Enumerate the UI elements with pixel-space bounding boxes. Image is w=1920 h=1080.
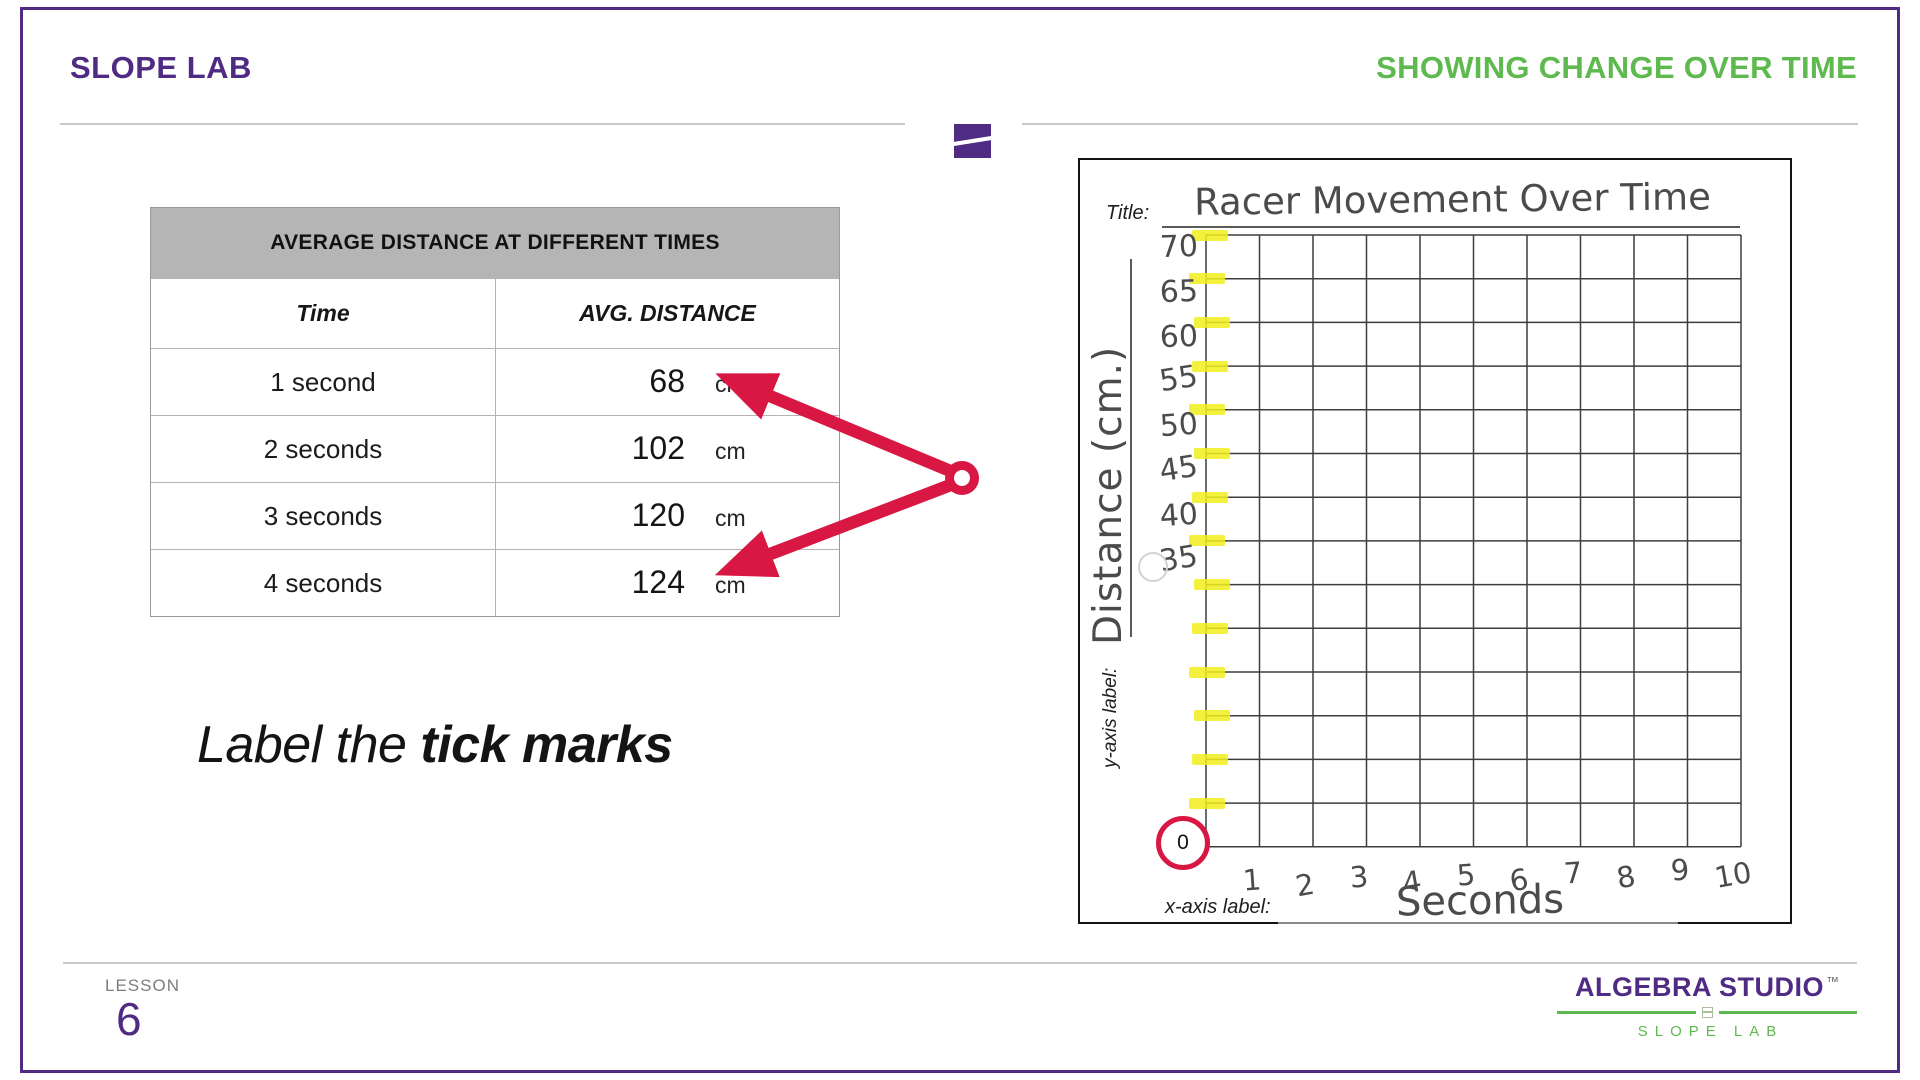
slope-slash-icon: [954, 124, 991, 158]
logo-divider-line-right: [1718, 1011, 1857, 1014]
distance-unit: cm: [715, 572, 746, 598]
time-cell: 2 seconds: [263, 433, 383, 464]
header-rule-right: [1022, 123, 1858, 125]
time-cell: 3 seconds: [263, 500, 383, 531]
table-row: 1 second 68 cm: [151, 348, 839, 415]
y-tick-label: 60: [1159, 318, 1199, 355]
y-tick-label: 65: [1159, 273, 1199, 310]
y-axis-label-underline: [1130, 259, 1132, 637]
distance-unit: cm: [715, 438, 746, 464]
y-tick-highlight: [1194, 710, 1230, 722]
distance-cell: 120 cm: [495, 483, 839, 549]
logo-divider: [1557, 1007, 1857, 1018]
table-row: 3 seconds 120 cm: [151, 482, 839, 549]
y-tick-highlight: [1189, 666, 1225, 678]
slide-headline: SHOWING CHANGE OVER TIME: [1376, 50, 1857, 85]
y-axis-value-handwritten: Distance (cm.): [1086, 345, 1131, 645]
grid-lines: [1205, 234, 1742, 848]
graph-title-handwritten: Racer Movement Over Time: [1193, 175, 1712, 224]
instruction-text: Label the tick marks: [197, 715, 673, 775]
distance-unit: cm: [715, 505, 746, 531]
y-tick-highlight: [1189, 404, 1225, 416]
logo-mini-slope-icon: [1701, 1007, 1713, 1018]
x-axis-value-handwritten: Seconds: [1395, 876, 1565, 926]
data-table: AVERAGE DISTANCE AT DIFFERENT TIMES Time…: [150, 207, 840, 617]
distance-cell: 102 cm: [495, 416, 839, 482]
logo-divider-line-left: [1557, 1011, 1696, 1014]
table-row: 4 seconds 124 cm: [151, 549, 839, 616]
distance-unit: cm: [715, 371, 746, 397]
y-tick-highlight: [1189, 273, 1225, 285]
x-axis-underline: [1278, 922, 1678, 924]
logo-subtitle: SLOPE LAB: [1637, 1023, 1784, 1040]
y-tick-label: 45: [1157, 448, 1201, 490]
y-tick-label: 70: [1159, 228, 1199, 266]
y-tick-highlight: [1192, 491, 1228, 503]
y-tick-highlight: [1192, 229, 1228, 241]
footer-rule: [63, 962, 1857, 964]
y-tick-highlight: [1192, 622, 1228, 634]
y-tick-highlight: [1189, 797, 1225, 809]
distance-cell: 124 cm: [495, 550, 839, 616]
y-tick-highlight: [1189, 535, 1225, 547]
y-tick-highlight: [1192, 360, 1228, 372]
origin-label: 0: [1177, 831, 1189, 854]
y-tick-highlight: [1194, 579, 1230, 591]
title-underline: [1162, 226, 1740, 228]
header-rule-left: [60, 123, 905, 125]
x-axis-caption: x-axis label:: [1165, 896, 1271, 918]
instruction-emphasis: tick marks: [420, 716, 673, 774]
table-header-row: Time AVG. DISTANCE: [151, 278, 839, 348]
distance-value: 120: [631, 497, 685, 533]
distance-cell: 68 cm: [495, 349, 839, 415]
logo-wordmark-row: ALGEBRA STUDIO ™: [1575, 972, 1839, 1003]
x-tick-label: 10: [1711, 855, 1755, 895]
column-header-distance: AVG. DISTANCE: [495, 279, 839, 348]
table-title: AVERAGE DISTANCE AT DIFFERENT TIMES: [151, 208, 839, 278]
origin-circle-annotation: 0: [1156, 816, 1210, 870]
lesson-number: 6: [116, 993, 142, 1045]
graph-worksheet: Title: Racer Movement Over Time Distance…: [1078, 158, 1792, 926]
y-tick-label: 40: [1158, 496, 1200, 534]
time-cell: 4 seconds: [263, 567, 383, 598]
table-row: 2 seconds 102 cm: [151, 415, 839, 482]
arrow-vertex-ring: [945, 461, 979, 495]
logo-wordmark: ALGEBRA STUDIO: [1575, 972, 1824, 1002]
column-header-time: Time: [296, 300, 350, 326]
instruction-prefix: Label the: [197, 716, 421, 774]
y-axis-caption: y-axis label:: [1100, 667, 1121, 768]
time-cell: 1 second: [270, 366, 376, 397]
title-caption: Title:: [1106, 202, 1150, 224]
y-tick-label: 55: [1157, 359, 1201, 400]
distance-value: 102: [631, 430, 685, 466]
y-tick-label: 50: [1158, 406, 1200, 445]
lesson-label: LESSON: [105, 976, 180, 995]
brand-title: SLOPE LAB: [70, 50, 252, 85]
ghost-circle-icon: [1138, 552, 1168, 582]
distance-value: 68: [649, 363, 685, 399]
algebra-studio-logo: ALGEBRA STUDIO ™ SLOPE LAB: [1557, 972, 1857, 1040]
plot-area: 70 65 60 55 50 45 40 35 1 2 3 4 5 6 7 8 9 10: [1157, 229, 1754, 903]
distance-value: 124: [631, 564, 685, 600]
y-tick-highlight: [1194, 448, 1230, 459]
y-tick-highlight: [1194, 316, 1230, 328]
y-tick-highlight: [1192, 753, 1228, 765]
logo-trademark: ™: [1826, 974, 1839, 989]
